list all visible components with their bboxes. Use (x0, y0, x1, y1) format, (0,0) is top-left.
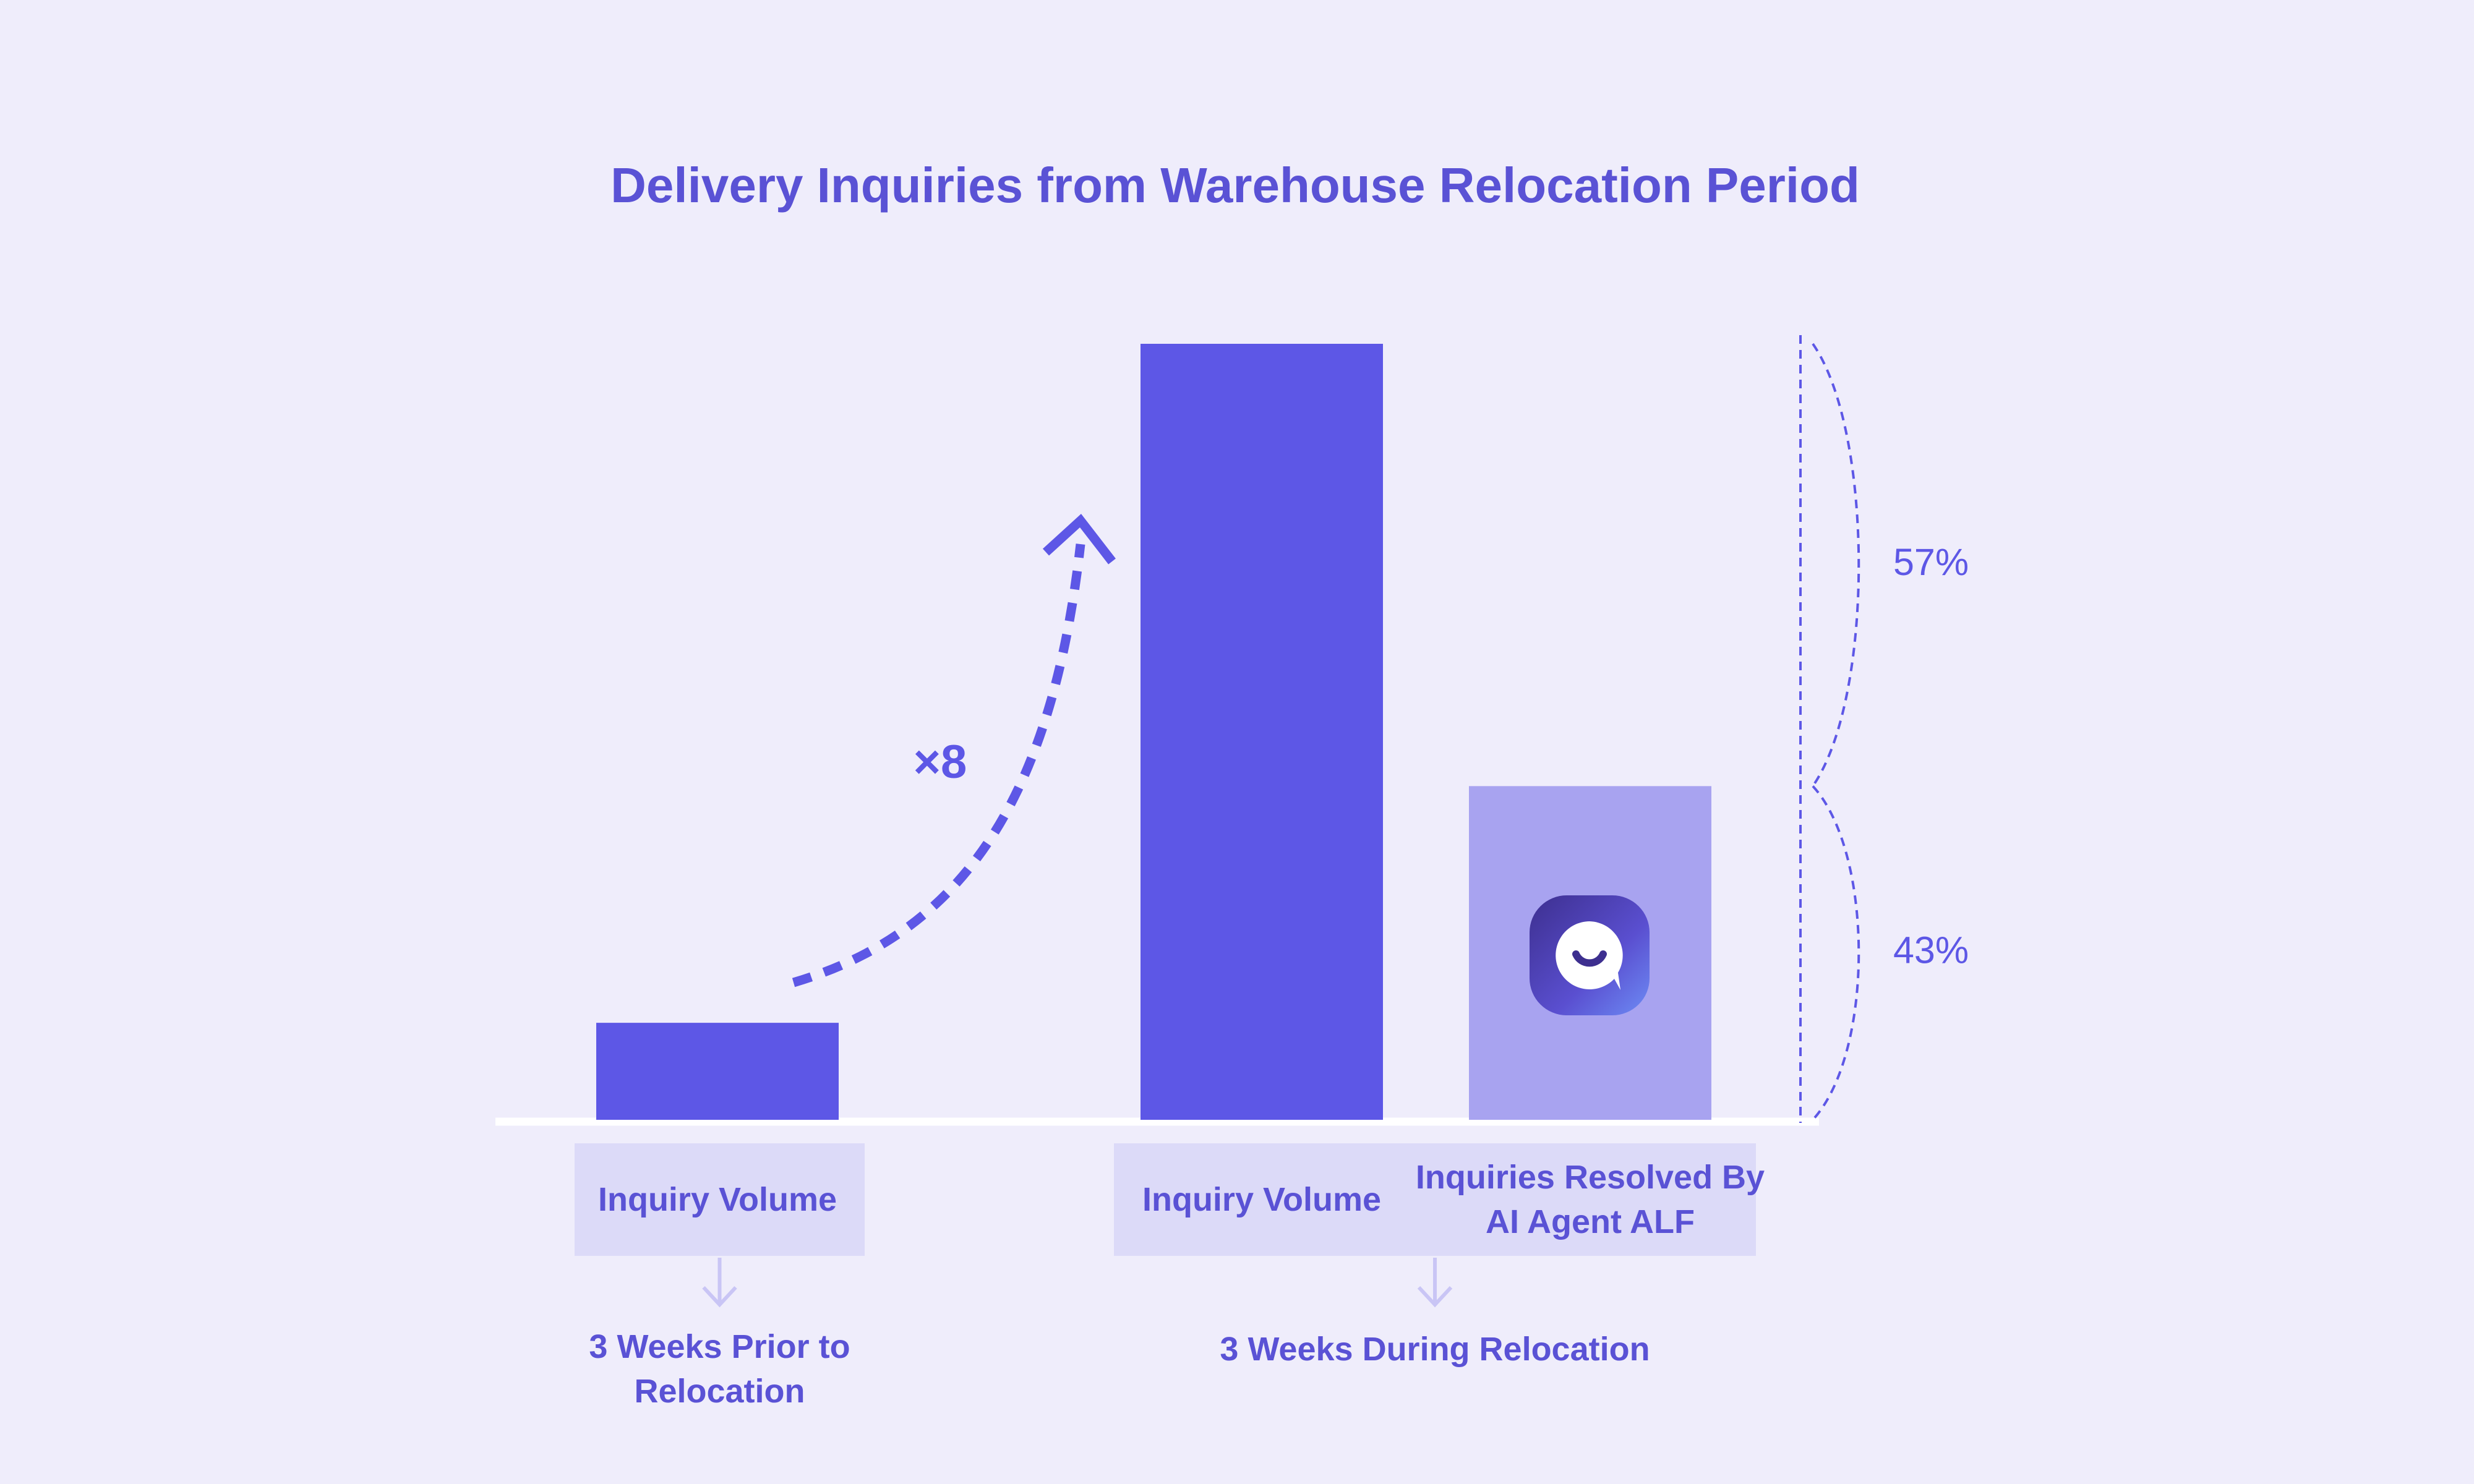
logo-bubble (1556, 921, 1623, 990)
down-arrow (1417, 1258, 1453, 1308)
category-label: Inquiries Resolved By AI Agent ALF (1415, 1159, 1765, 1240)
growth-arrow (792, 544, 1085, 987)
group-label: 3 Weeks During Relocation (1220, 1331, 1650, 1368)
bracket (1812, 785, 1860, 1121)
annotation: ×8 (914, 736, 967, 788)
label-box (1114, 1143, 1756, 1256)
bar (596, 1023, 839, 1120)
bracket (1812, 343, 1860, 787)
bracket-label: 43% (1893, 929, 1969, 971)
bracket-label: 57% (1893, 541, 1969, 583)
group-label: 3 Weeks Prior to Relocation (589, 1328, 850, 1410)
label-box (575, 1143, 865, 1256)
category-label: Inquiry Volume (597, 1181, 837, 1218)
logo-smile (1572, 950, 1607, 967)
bar (1141, 344, 1383, 1120)
alf-logo (1530, 895, 1650, 1015)
category-label: Inquiry Volume (1142, 1181, 1382, 1218)
arrow-head (1042, 513, 1116, 565)
down-arrow (702, 1258, 737, 1308)
chart-title: Delivery Inquiries from Warehouse Reloca… (610, 158, 1860, 213)
